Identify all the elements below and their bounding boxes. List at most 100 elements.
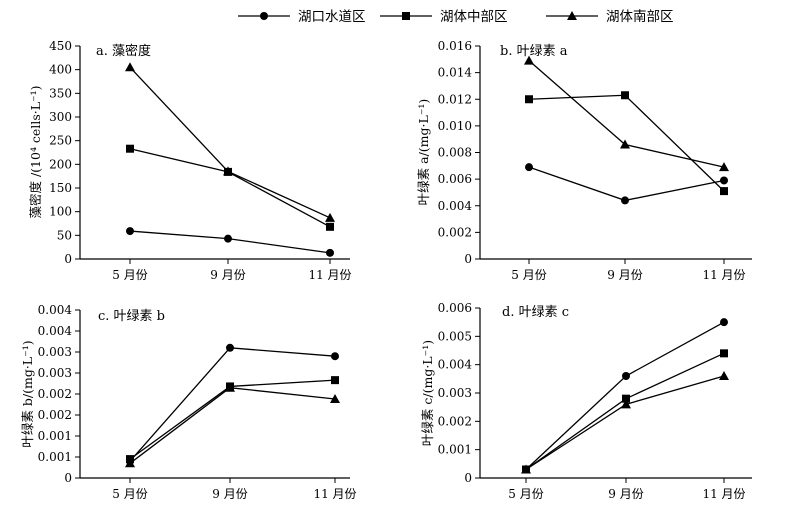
x-tick-label: 9 月份 bbox=[210, 268, 245, 282]
panel-title: b. 叶绿素 a bbox=[500, 44, 568, 59]
x-tick-label: 9 月份 bbox=[608, 487, 643, 501]
panel-d-chlorophyll-c: 0 0.001 0.002 0.003 0.004 0.005 0.006 5 月份 9 月份 1… bbox=[420, 301, 752, 501]
legend-item-1: 湖体中部区 bbox=[380, 9, 508, 25]
data-point-square bbox=[622, 394, 630, 403]
data-point-circle bbox=[224, 234, 232, 243]
y-tick-label: 0.003 bbox=[438, 386, 472, 400]
data-point-square bbox=[621, 91, 629, 100]
data-point-circle bbox=[326, 248, 334, 257]
data-point-circle bbox=[720, 176, 728, 185]
x-tick-label: 9 月份 bbox=[212, 487, 247, 501]
y-axis-label: 叶绿素 b/(mg·L⁻¹) bbox=[20, 340, 35, 447]
data-point-triangle bbox=[223, 166, 233, 176]
data-point-circle bbox=[622, 372, 630, 380]
series-line bbox=[525, 352, 725, 471]
y-tick-label: 150 bbox=[49, 181, 72, 195]
y-tick-label: 0.016 bbox=[438, 39, 472, 53]
x-tick-label: 5 月份 bbox=[112, 487, 147, 501]
y-tick-label: 100 bbox=[49, 205, 72, 219]
x-tick-label: 5 月份 bbox=[112, 268, 147, 282]
panel-c-chlorophyll-b: 0 0.001 0.001 0.002 0.002 0.003 0.003 0.004 0.00… bbox=[20, 303, 357, 501]
series-line bbox=[528, 60, 725, 168]
y-tick-label: 0 bbox=[64, 252, 72, 266]
data-point-triangle bbox=[524, 55, 534, 65]
y-axis-label: 叶绿素 a/(mg·L⁻¹) bbox=[416, 99, 431, 206]
y-tick-label: 450 bbox=[49, 39, 72, 53]
y-tick-label: 0.004 bbox=[38, 303, 73, 317]
series-line bbox=[129, 66, 331, 219]
y-tick-label: 0.002 bbox=[38, 387, 72, 401]
data-point-triangle bbox=[330, 394, 340, 404]
data-point-circle bbox=[621, 196, 629, 205]
y-tick-label: 0.014 bbox=[438, 66, 473, 80]
y-tick-label: 300 bbox=[49, 110, 72, 124]
y-tick-label: 0.002 bbox=[38, 408, 72, 422]
panel-a-algae-density: 0 50 100 150 200 250 300 350 400 450 5 月份 9 月份 11 月份… bbox=[28, 39, 352, 282]
y-tick-label: 0.003 bbox=[38, 345, 72, 359]
y-tick-label: 0.006 bbox=[438, 301, 472, 315]
legend-item-2: 湖体南部区 bbox=[546, 9, 674, 25]
x-tick-label: 11 月份 bbox=[702, 487, 745, 501]
data-point-square bbox=[720, 349, 728, 358]
data-point-triangle bbox=[125, 62, 135, 72]
data-point-circle bbox=[226, 343, 234, 352]
x-tick-label: 11 月份 bbox=[308, 268, 351, 282]
y-tick-label: 0.001 bbox=[38, 429, 72, 443]
data-point-circle bbox=[525, 163, 533, 172]
data-point-triangle bbox=[719, 162, 729, 172]
x-tick-label: 5 月份 bbox=[511, 268, 546, 282]
x-tick-label: 9 月份 bbox=[607, 268, 642, 282]
y-tick-label: 0.001 bbox=[438, 443, 472, 457]
y-tick-label: 0.004 bbox=[38, 324, 73, 338]
panel-title: c. 叶绿素 b bbox=[98, 309, 165, 324]
series-line bbox=[129, 347, 336, 462]
y-tick-label: 0.002 bbox=[438, 414, 472, 428]
x-tick-label: 5 月份 bbox=[508, 487, 543, 501]
x-tick-label: 11 月份 bbox=[313, 487, 356, 501]
data-point-circle bbox=[720, 318, 728, 327]
panel-b-chlorophyll-a: 0 0.002 0.004 0.006 0.008 0.010 0.012 0.014 0.01… bbox=[416, 39, 752, 282]
y-tick-label: 0 bbox=[464, 252, 472, 266]
series-line bbox=[528, 166, 725, 202]
series-line bbox=[525, 375, 725, 471]
legend: 湖口水道区 湖体中部区 湖体南部区 bbox=[238, 9, 674, 25]
series-line bbox=[129, 148, 331, 228]
data-point-circle bbox=[126, 227, 134, 236]
y-tick-label: 0.006 bbox=[438, 172, 472, 186]
panel-title: d. 叶绿素 c bbox=[502, 305, 569, 320]
y-tick-label: 0.004 bbox=[438, 199, 473, 213]
y-tick-label: 0.001 bbox=[38, 450, 72, 464]
panel-title: a. 藻密度 bbox=[96, 43, 151, 59]
legend-marker-square bbox=[402, 12, 410, 20]
data-point-triangle bbox=[125, 458, 135, 468]
y-tick-label: 0 bbox=[64, 471, 72, 485]
data-point-triangle bbox=[225, 382, 235, 392]
y-tick-label: 50 bbox=[57, 228, 72, 242]
y-tick-label: 0 bbox=[464, 471, 472, 485]
data-point-triangle bbox=[621, 399, 631, 409]
y-tick-label: 0.002 bbox=[438, 225, 472, 239]
series-line bbox=[129, 379, 336, 460]
y-tick-label: 0.003 bbox=[38, 366, 72, 380]
data-point-triangle bbox=[719, 371, 729, 380]
data-point-triangle bbox=[325, 212, 335, 222]
data-point-square bbox=[525, 95, 533, 104]
legend-label-0: 湖口水道区 bbox=[298, 9, 366, 25]
legend-marker-circle bbox=[260, 12, 268, 20]
data-point-triangle bbox=[521, 464, 531, 474]
data-point-square bbox=[720, 187, 728, 196]
data-point-square bbox=[331, 376, 339, 385]
y-tick-label: 0.012 bbox=[438, 92, 472, 106]
legend-label-1: 湖体中部区 bbox=[440, 9, 508, 25]
data-point-triangle bbox=[620, 139, 630, 149]
y-tick-label: 0.005 bbox=[438, 329, 472, 343]
y-axis-label: 藻密度 /(10⁴ cells·L⁻¹) bbox=[28, 85, 43, 218]
legend-marker-triangle bbox=[567, 11, 577, 20]
y-tick-label: 400 bbox=[49, 63, 72, 77]
y-tick-label: 0.004 bbox=[438, 358, 473, 372]
legend-item-0: 湖口水道区 bbox=[238, 9, 366, 25]
data-point-circle bbox=[331, 352, 339, 361]
y-tick-label: 200 bbox=[49, 157, 72, 171]
y-tick-label: 0.008 bbox=[438, 146, 472, 160]
